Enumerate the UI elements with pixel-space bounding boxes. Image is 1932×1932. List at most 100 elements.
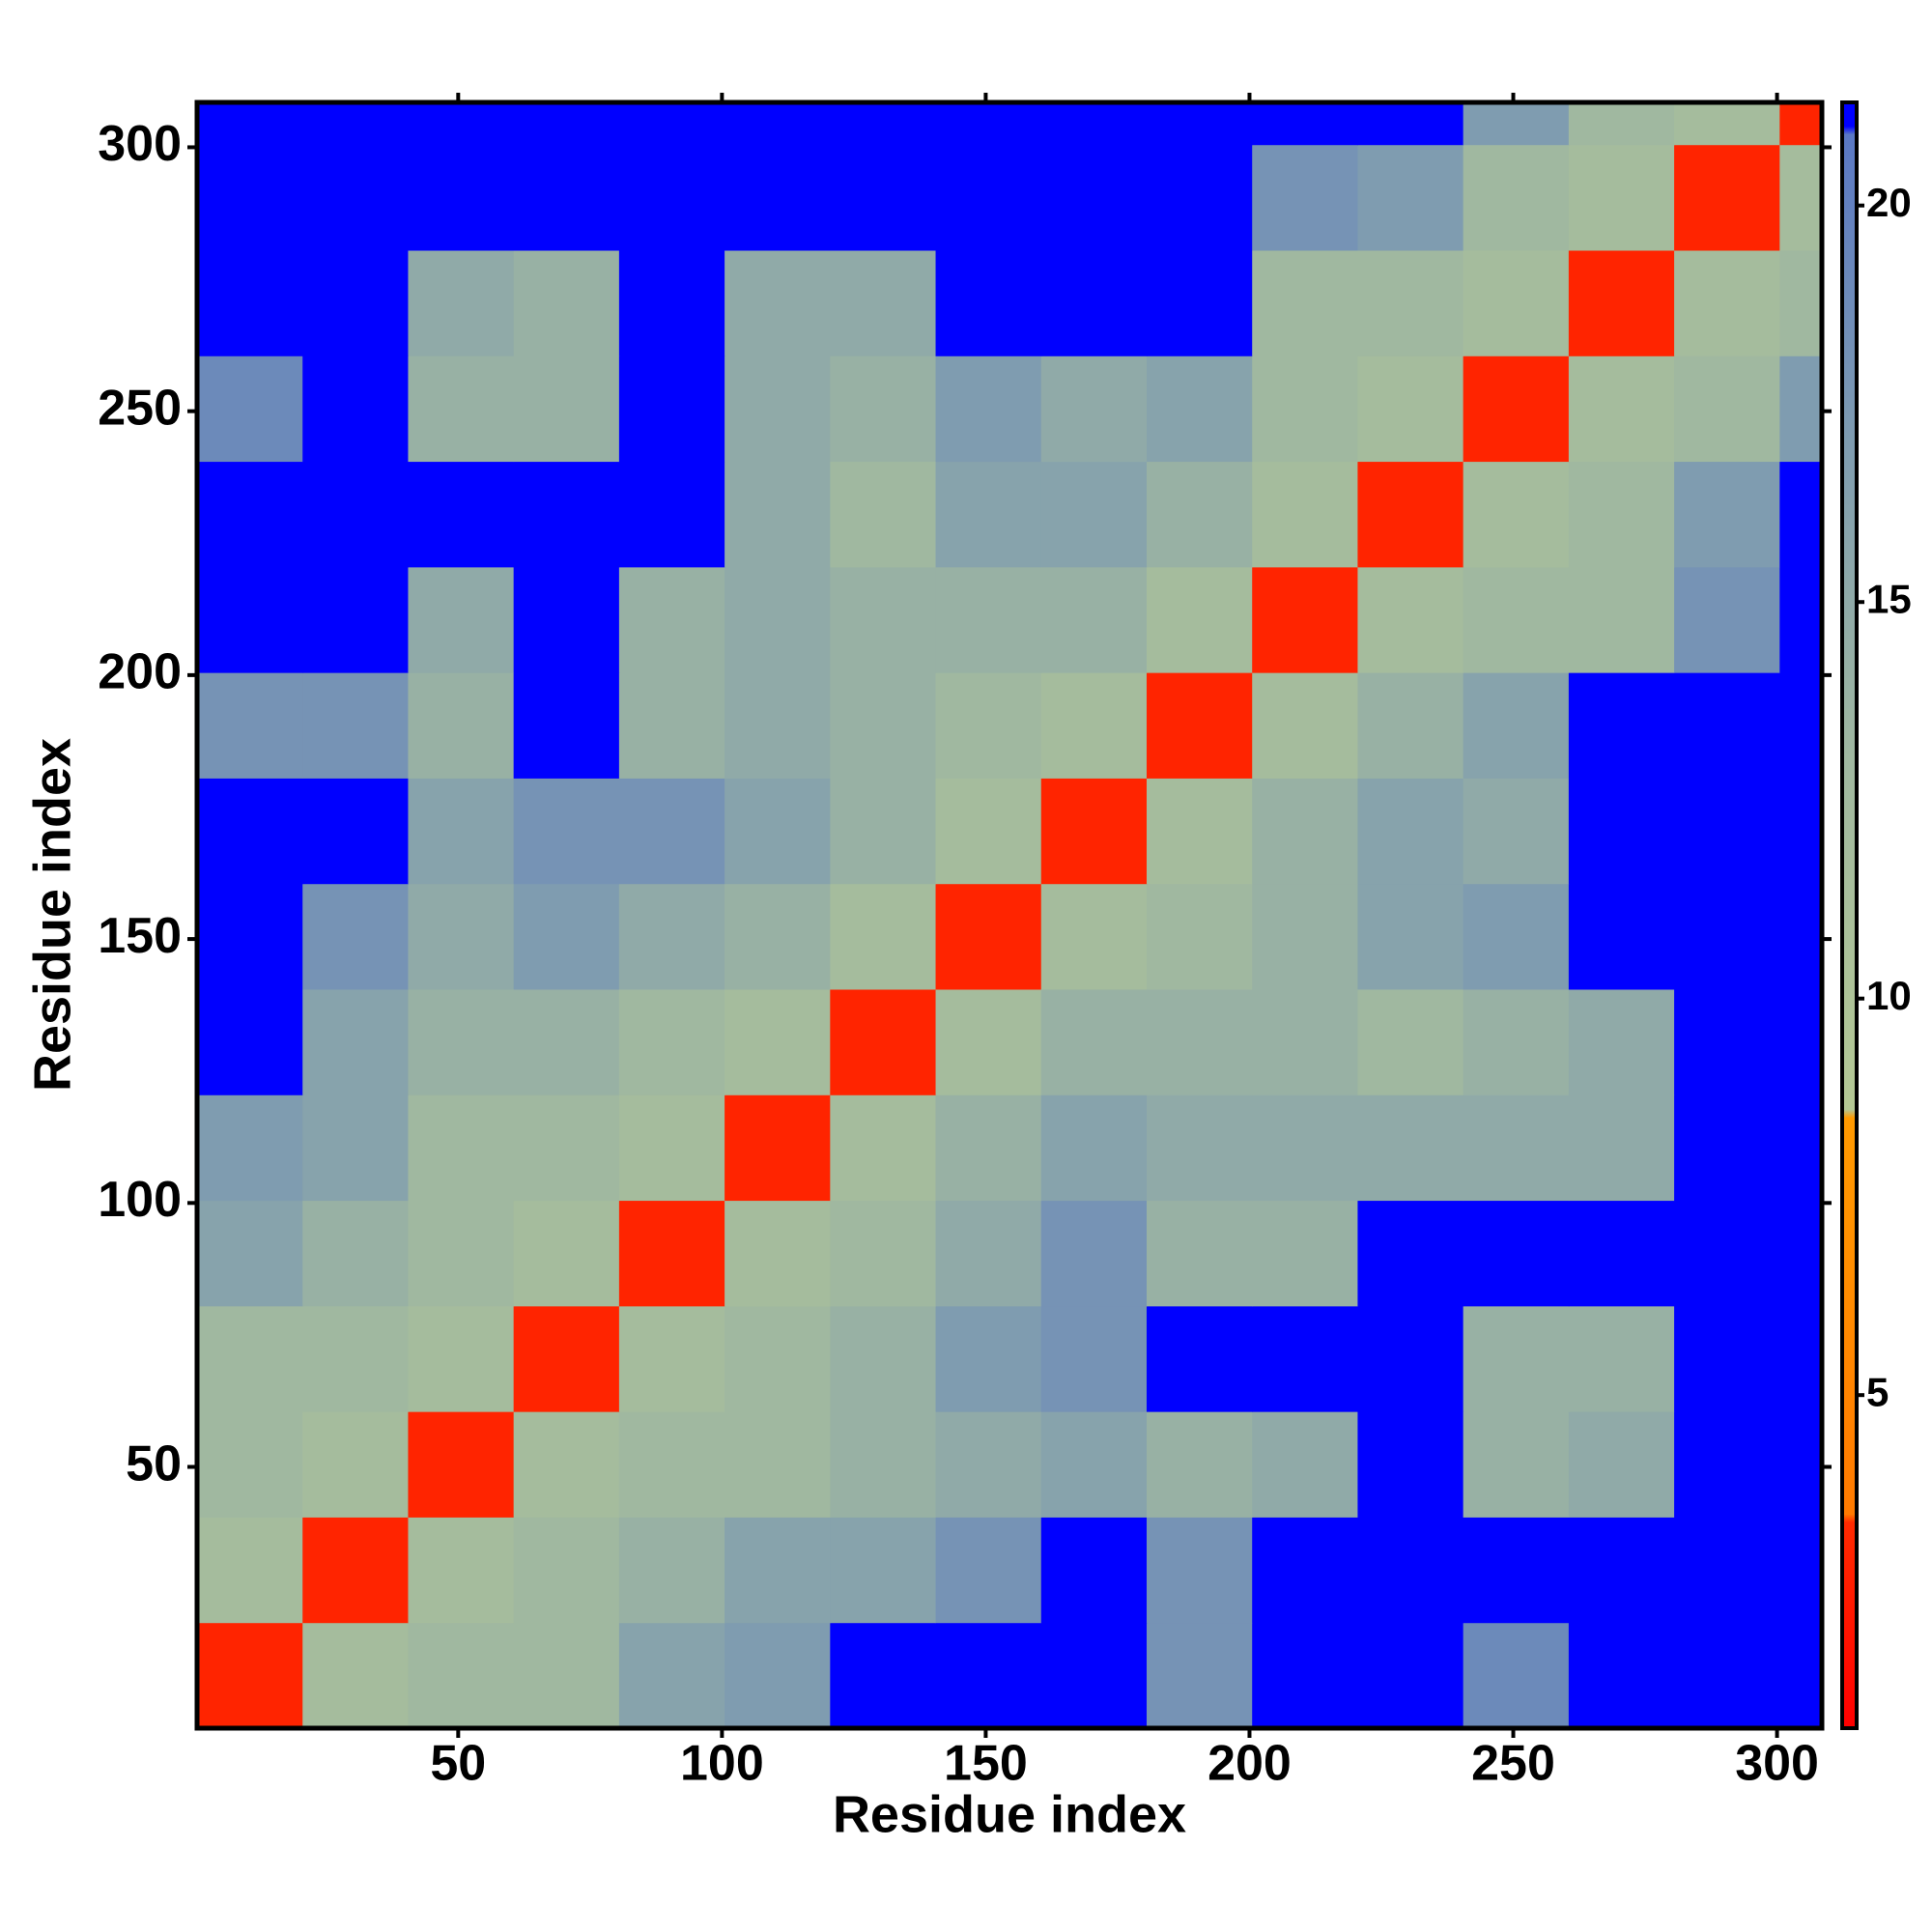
heatmap-cell [1146, 1200, 1253, 1307]
heatmap-cell [302, 1517, 409, 1624]
heatmap-cell [197, 672, 303, 779]
heatmap-cell [1463, 566, 1570, 673]
heatmap-cell [1674, 778, 1780, 885]
heatmap-cell [1252, 1200, 1358, 1307]
colorbar-segment [1842, 1117, 1857, 1515]
heatmap-cell [830, 883, 937, 990]
heatmap-cell [935, 1622, 1042, 1729]
y-tick-label: 50 [126, 1435, 182, 1492]
heatmap-cell [1568, 355, 1675, 463]
heatmap-cell [1674, 1200, 1780, 1307]
heatmap-cell [1674, 883, 1780, 990]
colorbar-segment [1842, 126, 1857, 135]
heatmap-cell [1568, 672, 1675, 779]
heatmap-cell [618, 672, 725, 779]
heatmap-cell [1779, 778, 1823, 885]
heatmap-cell [1463, 102, 1570, 146]
heatmap-cell [513, 461, 620, 568]
heatmap-cell [1040, 1305, 1148, 1412]
heatmap-cell [1463, 250, 1570, 356]
heatmap-cell [1357, 1622, 1464, 1729]
heatmap-cell [1357, 1305, 1464, 1412]
heatmap-cell [935, 250, 1042, 356]
colorbar-frame [1840, 100, 1859, 1730]
heatmap-cell [1779, 250, 1823, 356]
colorbar-segment [1842, 1514, 1857, 1523]
heatmap-cell [1463, 144, 1570, 251]
heatmap-cell [724, 778, 831, 885]
heatmap-cell [724, 989, 831, 1095]
heatmap-cell [1568, 778, 1675, 885]
heatmap-cell [1674, 1411, 1780, 1518]
heatmap-cell [935, 1305, 1042, 1412]
heatmap-cell [618, 1305, 725, 1412]
heatmap-cell [197, 355, 303, 463]
heatmap-cell [830, 461, 937, 568]
heatmap-cell [1357, 672, 1464, 779]
heatmap-cell [830, 989, 937, 1095]
heatmap-cell [513, 1305, 620, 1412]
heatmap-cell [1252, 355, 1358, 463]
heatmap-cell [513, 355, 620, 463]
heatmap-cell [1252, 1094, 1358, 1202]
heatmap-cell [1252, 1305, 1358, 1412]
heatmap-cell [513, 778, 620, 885]
heatmap-cell [1674, 144, 1780, 251]
heatmap-cell [513, 883, 620, 990]
heatmap-cell [618, 1517, 725, 1624]
heatmap-cell [1779, 566, 1823, 673]
heatmap-cell [1568, 102, 1675, 146]
heatmap-cell [1779, 1200, 1823, 1307]
heatmap-cell [1357, 461, 1464, 568]
heatmap-cell [830, 1622, 937, 1729]
heatmap-cell [197, 1517, 303, 1624]
heatmap-cell [1146, 1094, 1253, 1202]
heatmap-cell [1040, 355, 1148, 463]
heatmap-cell [197, 1622, 303, 1729]
heatmap-cell [1040, 144, 1148, 251]
heatmap-cell [1779, 1094, 1823, 1202]
heatmap-cell [197, 883, 303, 990]
heatmap-cell [1779, 102, 1823, 146]
heatmap-cell [1357, 144, 1464, 251]
heatmap-cell [408, 355, 515, 463]
heatmap-cell [830, 144, 937, 251]
heatmap-cell [1674, 461, 1780, 568]
heatmap-cell [1252, 1517, 1358, 1624]
y-tick-label: 300 [98, 116, 182, 172]
heatmap-cell [197, 1411, 303, 1518]
heatmap-cell [408, 1517, 515, 1624]
heatmap-cell [724, 1200, 831, 1307]
heatmap-cell [1568, 1305, 1675, 1412]
heatmap-cell [724, 1305, 831, 1412]
heatmap-cell [1252, 1411, 1358, 1518]
heatmap-cell [935, 144, 1042, 251]
heatmap-cell [1357, 1517, 1464, 1624]
heatmap-cell [408, 461, 515, 568]
heatmap-cell [1040, 778, 1148, 885]
heatmap-cell [1674, 1517, 1780, 1624]
heatmap-cell [513, 250, 620, 356]
heatmap-cell [1463, 355, 1570, 463]
heatmap-cell [724, 250, 831, 356]
colorbar-tick-label: 10 [1866, 973, 1912, 1018]
heatmap-cell [302, 1094, 409, 1202]
heatmap-cell [1146, 672, 1253, 779]
heatmap-cell [302, 883, 409, 990]
colorbar-tick-label: 5 [1866, 1369, 1889, 1414]
x-tick-label: 250 [1471, 1736, 1555, 1792]
heatmap-cell [1252, 461, 1358, 568]
heatmap-cell [302, 1411, 409, 1518]
heatmap-cell [830, 1305, 937, 1412]
heatmap-cell [618, 144, 725, 251]
heatmap-cell [1146, 989, 1253, 1095]
heatmap-cell [1779, 672, 1823, 779]
heatmap-cell [408, 989, 515, 1095]
heatmap-cell [1463, 672, 1570, 779]
heatmap-cell [513, 1622, 620, 1729]
heatmap-cell [197, 1094, 303, 1202]
heatmap-cell [197, 102, 303, 146]
heatmap-cell [724, 461, 831, 568]
x-tick-label: 100 [680, 1736, 764, 1792]
